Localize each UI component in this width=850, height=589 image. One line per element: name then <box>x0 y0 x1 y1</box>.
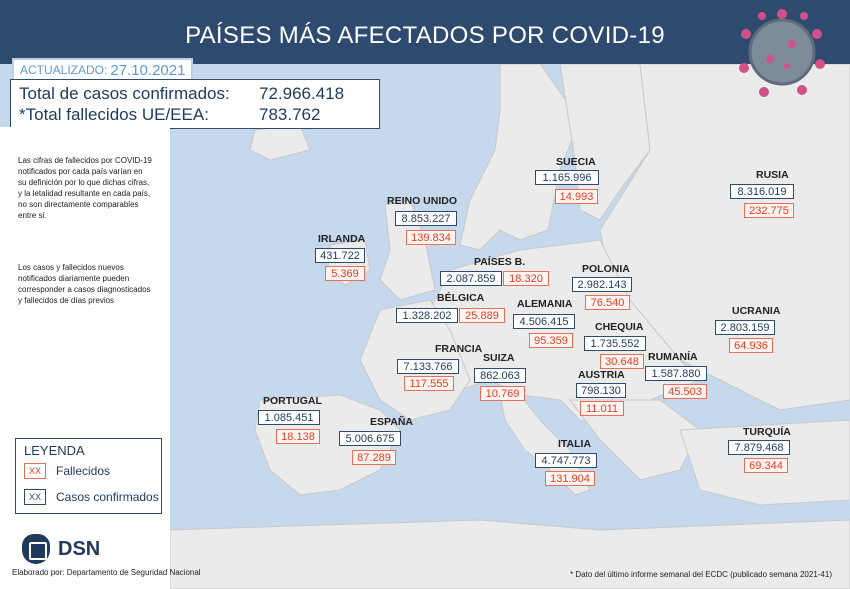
country-name: BÉLGICA <box>437 292 485 304</box>
dsn-logo: DSN <box>22 534 100 564</box>
total-cases-label: Total de casos confirmados: <box>19 84 230 103</box>
country-name: PAÍSES B. <box>474 256 526 268</box>
country-name: PORTUGAL <box>263 395 322 407</box>
total-cases-row: Total de casos confirmados: 72.966.418 <box>19 84 344 104</box>
country-name: CHEQUIA <box>595 321 644 333</box>
update-badge: ACTUALIZADO: 27.10.2021 <box>12 58 194 82</box>
country-name: POLONIA <box>582 263 630 275</box>
country-deaths: 30.648 <box>600 354 644 369</box>
country-deaths: 232.775 <box>744 203 794 218</box>
country-cases: 1.587.880 <box>645 366 707 381</box>
credit-text: Elaborado por: Departamento de Seguridad… <box>12 568 201 577</box>
country-name: SUIZA <box>483 352 515 364</box>
total-deaths-value: 783.762 <box>259 105 321 124</box>
country-deaths: 11.011 <box>580 401 624 416</box>
country-deaths: 87.289 <box>352 450 396 465</box>
legend-deaths-swatch: XX <box>24 463 46 479</box>
legend: LEYENDA XX Fallecidos XX Casos confirmad… <box>15 438 162 514</box>
country-cases: 8.316.019 <box>730 184 794 199</box>
legend-cases-swatch: XX <box>24 489 46 505</box>
country-deaths: 64.936 <box>729 338 773 353</box>
coronavirus-icon <box>739 9 825 97</box>
page-title: PAÍSES MÁS AFECTADOS POR COVID-19 <box>185 22 665 49</box>
country-name: RUSIA <box>756 169 789 181</box>
country-name: AUSTRIA <box>578 369 625 381</box>
country-name: SUECIA <box>556 156 596 168</box>
country-cases: 2.803.159 <box>715 320 775 335</box>
update-date: 27.10.2021 <box>110 61 186 79</box>
header-band <box>0 0 850 64</box>
country-cases: 862.063 <box>474 368 526 383</box>
country-deaths: 76.540 <box>585 295 630 310</box>
country-cases: 2.087.859 <box>440 271 502 286</box>
country-cases: 4.747.773 <box>535 453 597 468</box>
country-cases: 8.853.227 <box>395 211 457 226</box>
note-daily-reports: Los casos y fallecidos nuevos notificado… <box>18 263 151 305</box>
country-deaths: 18.320 <box>503 271 549 286</box>
country-name: REINO UNIDO <box>387 195 458 207</box>
update-label: ACTUALIZADO: <box>20 63 108 77</box>
note-deaths-definition: Las cifras de fallecidos por COVID-19 no… <box>18 156 152 220</box>
country-deaths: 14.993 <box>555 189 598 204</box>
country-deaths: 18.138 <box>276 429 320 444</box>
country-name: ITALIA <box>558 438 592 450</box>
total-deaths-row: *Total fallecidos UE/EEA: 783.762 <box>19 105 320 125</box>
legend-deaths-label: Fallecidos <box>56 464 111 478</box>
country-cases: 7.879.468 <box>728 440 790 455</box>
legend-deaths-row: XX Fallecidos <box>24 463 110 479</box>
country-deaths: 45.503 <box>663 384 707 399</box>
country-cases: 4.506.415 <box>513 314 575 329</box>
legend-cases-label: Casos confirmados <box>56 490 159 504</box>
legend-cases-row: XX Casos confirmados <box>24 489 159 505</box>
country-cases: 798.130 <box>576 383 626 398</box>
totals-panel: Total de casos confirmados: 72.966.418 *… <box>10 79 380 129</box>
total-deaths-label: *Total fallecidos UE/EEA: <box>19 105 209 124</box>
legend-title: LEYENDA <box>24 443 85 458</box>
country-deaths: 117.555 <box>404 376 454 391</box>
country-cases: 431.722 <box>315 248 365 263</box>
coat-of-arms-icon <box>22 534 50 564</box>
country-name: RUMANÍA <box>648 351 698 363</box>
country-cases: 2.982.143 <box>572 277 632 292</box>
country-name: FRANCIA <box>435 343 483 355</box>
country-cases: 1.165.996 <box>535 170 599 185</box>
country-deaths: 95.359 <box>529 333 573 348</box>
country-name: TURQUÍA <box>743 426 791 438</box>
country-name: UCRANIA <box>732 305 781 317</box>
country-deaths: 131.904 <box>545 471 595 486</box>
country-deaths: 69.344 <box>744 458 788 473</box>
total-cases-value: 72.966.418 <box>259 84 345 103</box>
country-cases: 1.735.552 <box>584 336 646 351</box>
country-cases: 7.133.766 <box>397 359 459 374</box>
country-name: ESPAÑA <box>370 416 413 428</box>
country-name: IRLANDA <box>318 233 366 245</box>
country-deaths: 25.889 <box>459 308 505 323</box>
country-cases: 1.328.202 <box>396 308 458 323</box>
logo-text: DSN <box>58 537 101 560</box>
country-name: ALEMANIA <box>517 298 573 310</box>
country-deaths: 10.769 <box>480 386 525 401</box>
country-deaths: 139.834 <box>406 230 456 245</box>
country-cases: 1.085.451 <box>258 410 320 425</box>
country-cases: 5.006.675 <box>339 431 401 446</box>
footnote: * Dato del último informe semanal del EC… <box>570 570 832 579</box>
country-deaths: 5.369 <box>325 266 365 281</box>
